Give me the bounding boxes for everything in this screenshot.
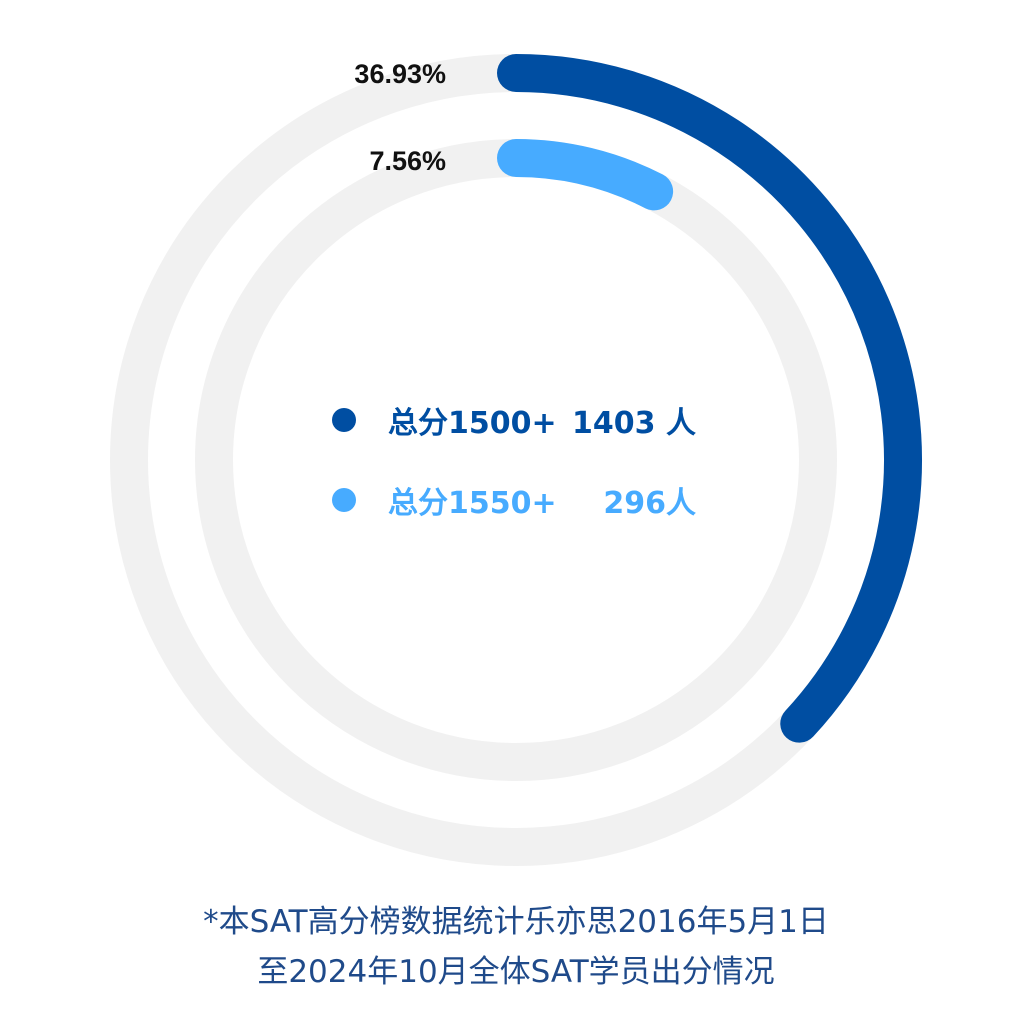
legend-label-1550: 总分1550+ <box>388 486 557 521</box>
legend-count-1500: 1403 人 <box>572 406 696 441</box>
footnote-line-2: 至2024年10月全体SAT学员出分情况 <box>257 954 775 990</box>
inner-ring-percent-label: 7.56% <box>369 146 446 176</box>
outer-ring-value-arc <box>497 54 922 743</box>
inner-ring-value-arc <box>497 139 674 211</box>
outer-ring-percent-label: 36.93% <box>354 59 446 89</box>
legend-marker-1550 <box>332 488 356 512</box>
legend-marker-1500 <box>332 408 356 432</box>
legend-label-1500: 总分1500+ <box>388 406 557 441</box>
inner-ring-track <box>195 139 837 781</box>
footnote-line-1: *本SAT高分榜数据统计乐亦思2016年5月1日 <box>203 904 829 940</box>
legend-count-1550: 296人 <box>603 486 696 521</box>
